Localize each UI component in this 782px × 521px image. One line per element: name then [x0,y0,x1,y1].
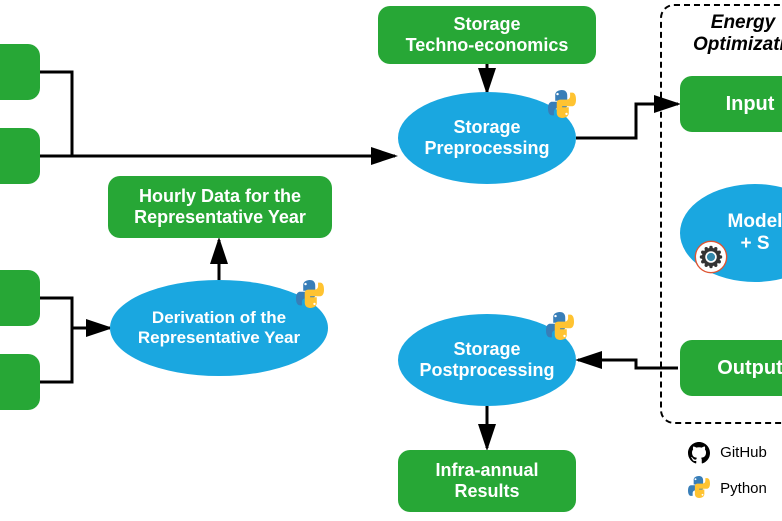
legend-python-label: Python [720,480,767,497]
node-hourly: Hourly Data for the Representative Year [108,176,332,238]
edge-left1-to-hub [40,72,72,156]
node-left4 [0,354,40,410]
node-inputnode: Input [680,76,782,132]
node-outputnode: Output [680,340,782,396]
node-left1: s [0,44,40,100]
gear-icon [694,240,728,274]
python-icon [688,476,710,502]
edge-left4-to-deriv [40,328,110,382]
node-left2: y [0,128,40,184]
python-icon [546,312,574,340]
node-left3: rs [0,270,40,326]
edge-left3-to-hub2 [40,298,72,382]
node-infra: Infra-annual Results [398,450,576,512]
python-icon [548,90,576,118]
legend-github-label: GitHub [720,444,767,461]
legend-python: Python [688,476,767,502]
python-icon [296,280,324,308]
legend-github: GitHub [688,442,767,464]
optimization-title: Energy Optimization [693,12,782,56]
node-tech: Storage Techno-economics [378,6,596,64]
